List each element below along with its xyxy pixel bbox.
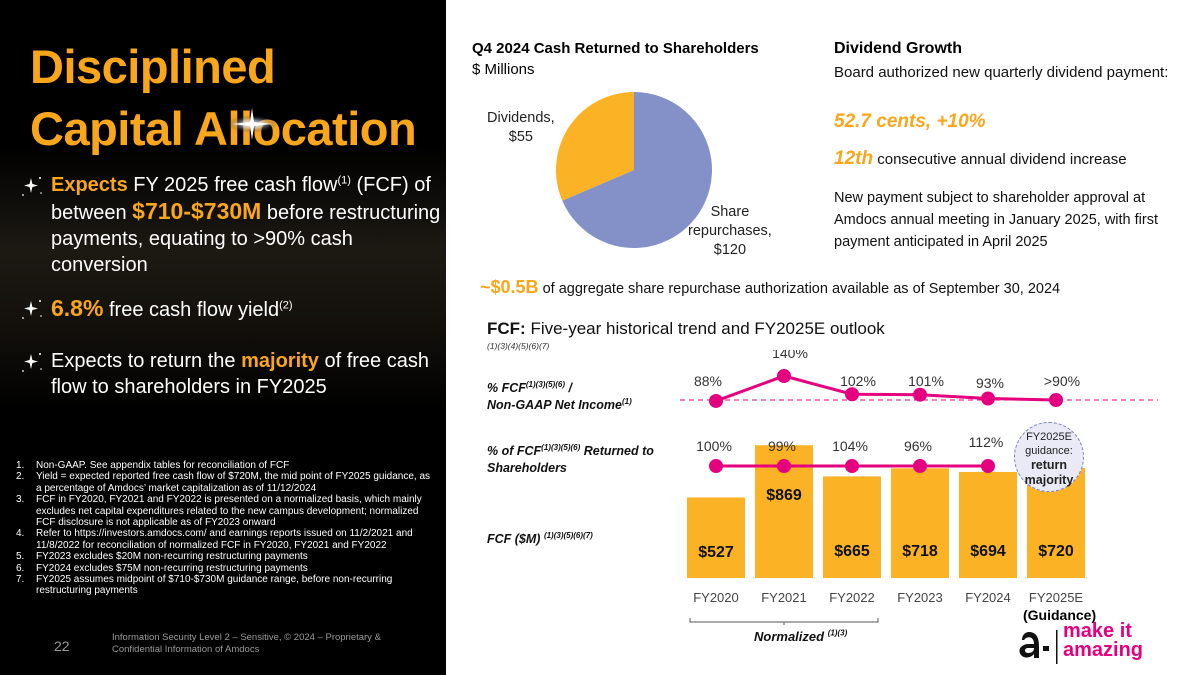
fcf-net-income-point	[913, 387, 927, 402]
fcf-net-income-point	[981, 391, 995, 406]
fcf-returned-label: 96%	[904, 438, 932, 454]
fcf-net-income-label: 88%	[694, 373, 722, 389]
fcf-returned-point	[777, 459, 791, 473]
fcf-yield-pct: 6.8%	[51, 295, 104, 321]
fcf-bar	[687, 497, 745, 578]
footnote-item: 1. Non-GAAP. See appendix tables for reco…	[16, 460, 290, 471]
pie-unit: $ Millions	[472, 61, 535, 78]
dividend-description: Board authorized new quarterly dividend …	[834, 64, 1169, 81]
fcf-category-label: FY2022	[829, 590, 875, 605]
dividend-note: New payment subject to shareholder appro…	[834, 190, 1159, 250]
fcf-category-label: FY2020	[693, 590, 739, 605]
fcf-net-income-line	[715, 374, 1057, 403]
fcf-bar-label: $527	[698, 544, 734, 561]
footnote-item: 4. Refer to https://investors.amdocs.com/…	[16, 528, 413, 551]
footnote-item: 3. FCF in FY2020, FY2021 and FY2022 is pr…	[16, 494, 422, 529]
sparkle-bullet-icon	[22, 353, 42, 372]
fcf-returned-point	[845, 459, 859, 473]
fcf-net-income-label: 140%	[772, 350, 808, 361]
fcf-returned-point	[709, 459, 723, 473]
fcf-category-label: FY2025E	[1029, 590, 1084, 605]
normalized-label: Normalized (1)(3)	[754, 628, 848, 644]
fcf-bar	[823, 476, 881, 578]
footnotes: 1. Non-GAAP. See appendix tables for reco…	[16, 460, 436, 597]
fcf-net-income-label: 101%	[908, 373, 944, 389]
logo-tagline: make it amazing	[1063, 620, 1144, 661]
left-panel	[0, 0, 446, 675]
row-label-fcf-amount: FCF ($M) (1)(3)(5)(6)(7)	[487, 530, 593, 546]
sparkle-bullet-icon	[22, 177, 42, 196]
repurchase-authorization: ~$0.5B of aggregate share repurchase aut…	[480, 277, 1061, 297]
fcf-title: FCF: Five-year historical trend and FY20…	[487, 319, 885, 338]
row-label-fcf-net-income: % FCF(1)(3)(5)(6) / Non-GAAP Net Income(…	[487, 379, 632, 412]
fcf-net-income-point	[777, 369, 791, 383]
fcf-returned-point	[981, 459, 995, 473]
fcf-net-income-label: 102%	[840, 373, 876, 389]
fcf-returned-label: 112%	[969, 434, 1004, 450]
fcf-bar-label: $665	[834, 543, 870, 560]
fcf-bar	[891, 468, 949, 578]
fcf-category-label: FY2021	[761, 590, 807, 605]
fcf-returned-label: 104%	[832, 438, 868, 454]
bullet-return-majority: Expects to return the majority of free c…	[20, 348, 441, 400]
fcf-category-label: FY2023	[897, 590, 943, 605]
amdocs-logo	[1019, 630, 1058, 664]
fcf-bar-label: $720	[1038, 543, 1074, 560]
footnote-item: 5. FY2023 excludes $20M non-recurring res…	[16, 551, 308, 563]
dividend-title: Dividend Growth	[834, 40, 962, 57]
footnote-item: 6. FY2024 excludes $75M non-recurring res…	[16, 562, 308, 574]
pie-slice-share-repurchases	[562, 92, 712, 248]
fcf-bar-label: $694	[970, 543, 1006, 560]
classification-notice: Information Security Level 2 – Sensitive…	[112, 632, 381, 655]
page-number: 22	[54, 638, 70, 654]
bullet-lead: Expects	[51, 174, 128, 196]
fcf-returned-point	[913, 459, 927, 473]
pie-slice-dividends	[556, 92, 634, 201]
fcf-bar-label: $718	[902, 543, 938, 560]
fcf-net-income-point	[1049, 393, 1063, 407]
sparkle-bullet-icon	[22, 300, 42, 319]
fcf-chart: $527 $869 $665 $718 $694 $720 FY2020 FY2021 FY20…	[680, 350, 1158, 625]
row-label-fcf-returned: % of FCF(1)(3)(5)(6) Returned to Shareho…	[487, 442, 654, 475]
footnote-item: 2. Yield = expected reported free cash fl…	[16, 471, 431, 494]
fcf-range: $710-$730M	[132, 198, 262, 224]
fcf-category-label: FY2024	[965, 590, 1011, 605]
footnote-item: 7. FY2025 assumes midpoint of $710-$730M …	[16, 574, 393, 597]
guidance-note: (Guidance)	[1023, 607, 1097, 623]
bullet-fcf-yield: 6.8% free cash flow yield(2)	[20, 295, 441, 323]
guidance-bubble: FY2025E guidance: return majority	[1014, 422, 1084, 492]
pie-title: Q4 2024 Cash Returned to Shareholders	[472, 40, 759, 57]
dividend-amount: 52.7 cents, +10%	[834, 111, 986, 132]
fcf-returned-label: 100%	[696, 438, 732, 454]
normalized-bracket	[689, 618, 879, 625]
majority-emphasis: majority	[241, 350, 319, 372]
pie-label-dividends: Dividends, $55	[487, 110, 555, 145]
bullet-fcf-guidance: Expects FY 2025 free cash flow(1) (FCF) …	[20, 172, 441, 278]
pie-chart	[556, 92, 712, 248]
fcf-returned-label: 99%	[768, 438, 796, 454]
sparkle-icon	[226, 108, 278, 140]
fcf-footnote-refs: (1)(3)(4)(5)(6)(7)	[487, 341, 550, 351]
fcf-net-income-point	[709, 393, 723, 408]
page-title: Disciplined Capital Allocation	[30, 40, 417, 155]
pie-label-share-repurchases: Share repurchases, $120	[688, 204, 772, 258]
dividend-consecutive: 12th consecutive annual dividend increas…	[834, 148, 1127, 169]
panel-glow	[0, 145, 446, 410]
fcf-net-income-label: >90%	[1044, 373, 1080, 389]
fcf-net-income-point	[845, 387, 859, 402]
fcf-bar	[959, 471, 1017, 578]
fcf-bar-label: $869	[766, 487, 802, 504]
fcf-net-income-label: 93%	[976, 375, 1004, 391]
